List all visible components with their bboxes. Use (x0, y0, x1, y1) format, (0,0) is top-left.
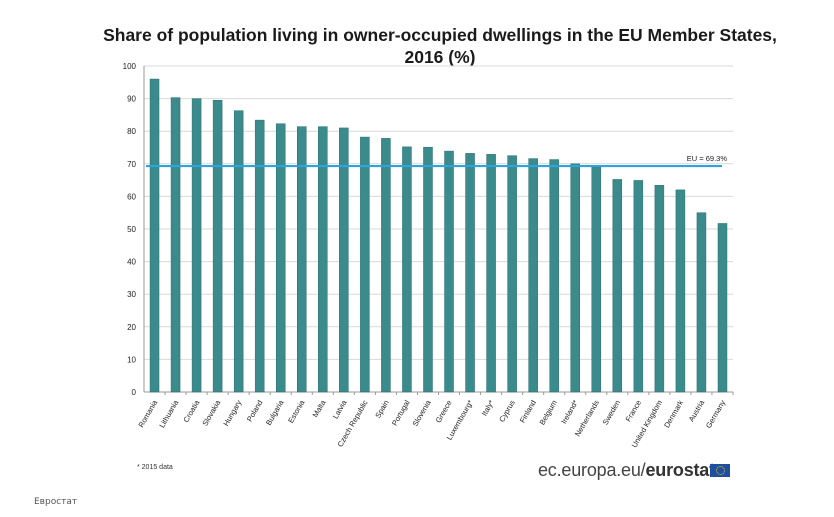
gridlines (143, 65, 734, 395)
y-tick-label: 20 (127, 323, 136, 332)
bar (507, 155, 517, 393)
x-tick-label: Finland (518, 399, 538, 425)
bar (149, 78, 160, 393)
y-tick-label: 0 (132, 388, 137, 397)
bar-chart: 0 10 20 30 40 50 60 70 80 90 100 EU = 69.3% Romani… (123, 62, 734, 449)
eu-reference: EU = 69.3% (146, 154, 728, 168)
y-tick-label: 50 (127, 225, 136, 234)
x-tick-label: Malta (311, 398, 328, 419)
x-tick-label: Portugal (390, 398, 412, 427)
eu-flag-icon (710, 464, 730, 477)
bar (717, 223, 728, 393)
chart-title-line-1: Share of population living in owner-occu… (103, 25, 777, 45)
bar (633, 180, 644, 393)
y-tick-label: 70 (127, 160, 136, 169)
y-tick-label: 80 (127, 127, 136, 136)
x-tick-label: Latvia (331, 398, 349, 421)
bar (170, 97, 181, 393)
y-tick-label: 100 (123, 62, 137, 71)
x-tick-label: Croatia (181, 398, 201, 424)
bar (275, 123, 286, 393)
bar (339, 127, 349, 393)
x-tick-label: Bulgaria (264, 398, 286, 427)
bar (360, 136, 370, 393)
y-tick-label: 60 (127, 192, 136, 201)
bar (612, 179, 623, 393)
bar (402, 146, 412, 393)
x-tick-label: Italy* (480, 398, 496, 417)
bars (149, 78, 728, 393)
source-caption: Евростат (34, 497, 78, 507)
bar (465, 153, 475, 393)
brand-bold: eurostat (645, 460, 715, 480)
y-axis-ticks: 0 10 20 30 40 50 60 70 80 90 100 (123, 62, 137, 397)
footnote: * 2015 data (137, 464, 173, 471)
eurostat-brand: ec.europa.eu/eurostat (538, 460, 715, 481)
bar (318, 126, 328, 393)
x-tick-label: Romania (136, 398, 159, 429)
x-tick-label: Slovakia (200, 398, 222, 428)
bar (254, 119, 265, 393)
bar (654, 185, 665, 393)
x-tick-label: Slovenia (411, 398, 434, 428)
bar (549, 159, 559, 393)
bar (570, 163, 580, 393)
bar (191, 98, 202, 393)
x-tick-label: Cyprus (497, 398, 517, 423)
x-tick-label: Austria (687, 398, 707, 423)
y-tick-label: 90 (127, 95, 136, 104)
eu-average-label: EU = 69.3% (687, 154, 728, 163)
x-tick-label: Estonia (286, 398, 307, 425)
bar (233, 110, 244, 393)
bar (297, 126, 307, 393)
x-tick-label: Ireland* (559, 398, 580, 425)
x-tick-label: Poland (245, 399, 264, 424)
x-tick-label: Spain (373, 399, 390, 420)
bar (528, 158, 538, 393)
chart-title: Share of population living in owner-occu… (100, 24, 780, 68)
bar (423, 146, 433, 393)
chart-title-line-2: 2016 (%) (404, 47, 476, 67)
y-tick-label: 40 (127, 258, 136, 267)
x-tick-label: Belgium (538, 399, 559, 427)
bar (381, 138, 391, 393)
x-tick-label: Greece (434, 399, 454, 425)
bar (444, 150, 454, 393)
x-tick-label: Lithuania (157, 398, 180, 430)
x-tick-label: Germany (704, 398, 727, 429)
y-tick-label: 10 (127, 355, 136, 364)
bar (591, 166, 602, 393)
x-tick-label: Denmark (662, 398, 685, 429)
brand-prefix: ec.europa.eu/ (538, 460, 646, 480)
bar (696, 212, 707, 393)
y-tick-label: 30 (127, 290, 136, 299)
bar (675, 189, 686, 393)
bar (486, 154, 496, 393)
x-tick-label: France (624, 399, 643, 424)
x-tick-label: Sweden (601, 399, 622, 427)
x-tick-label: Hungary (221, 398, 243, 427)
bar (212, 99, 223, 393)
